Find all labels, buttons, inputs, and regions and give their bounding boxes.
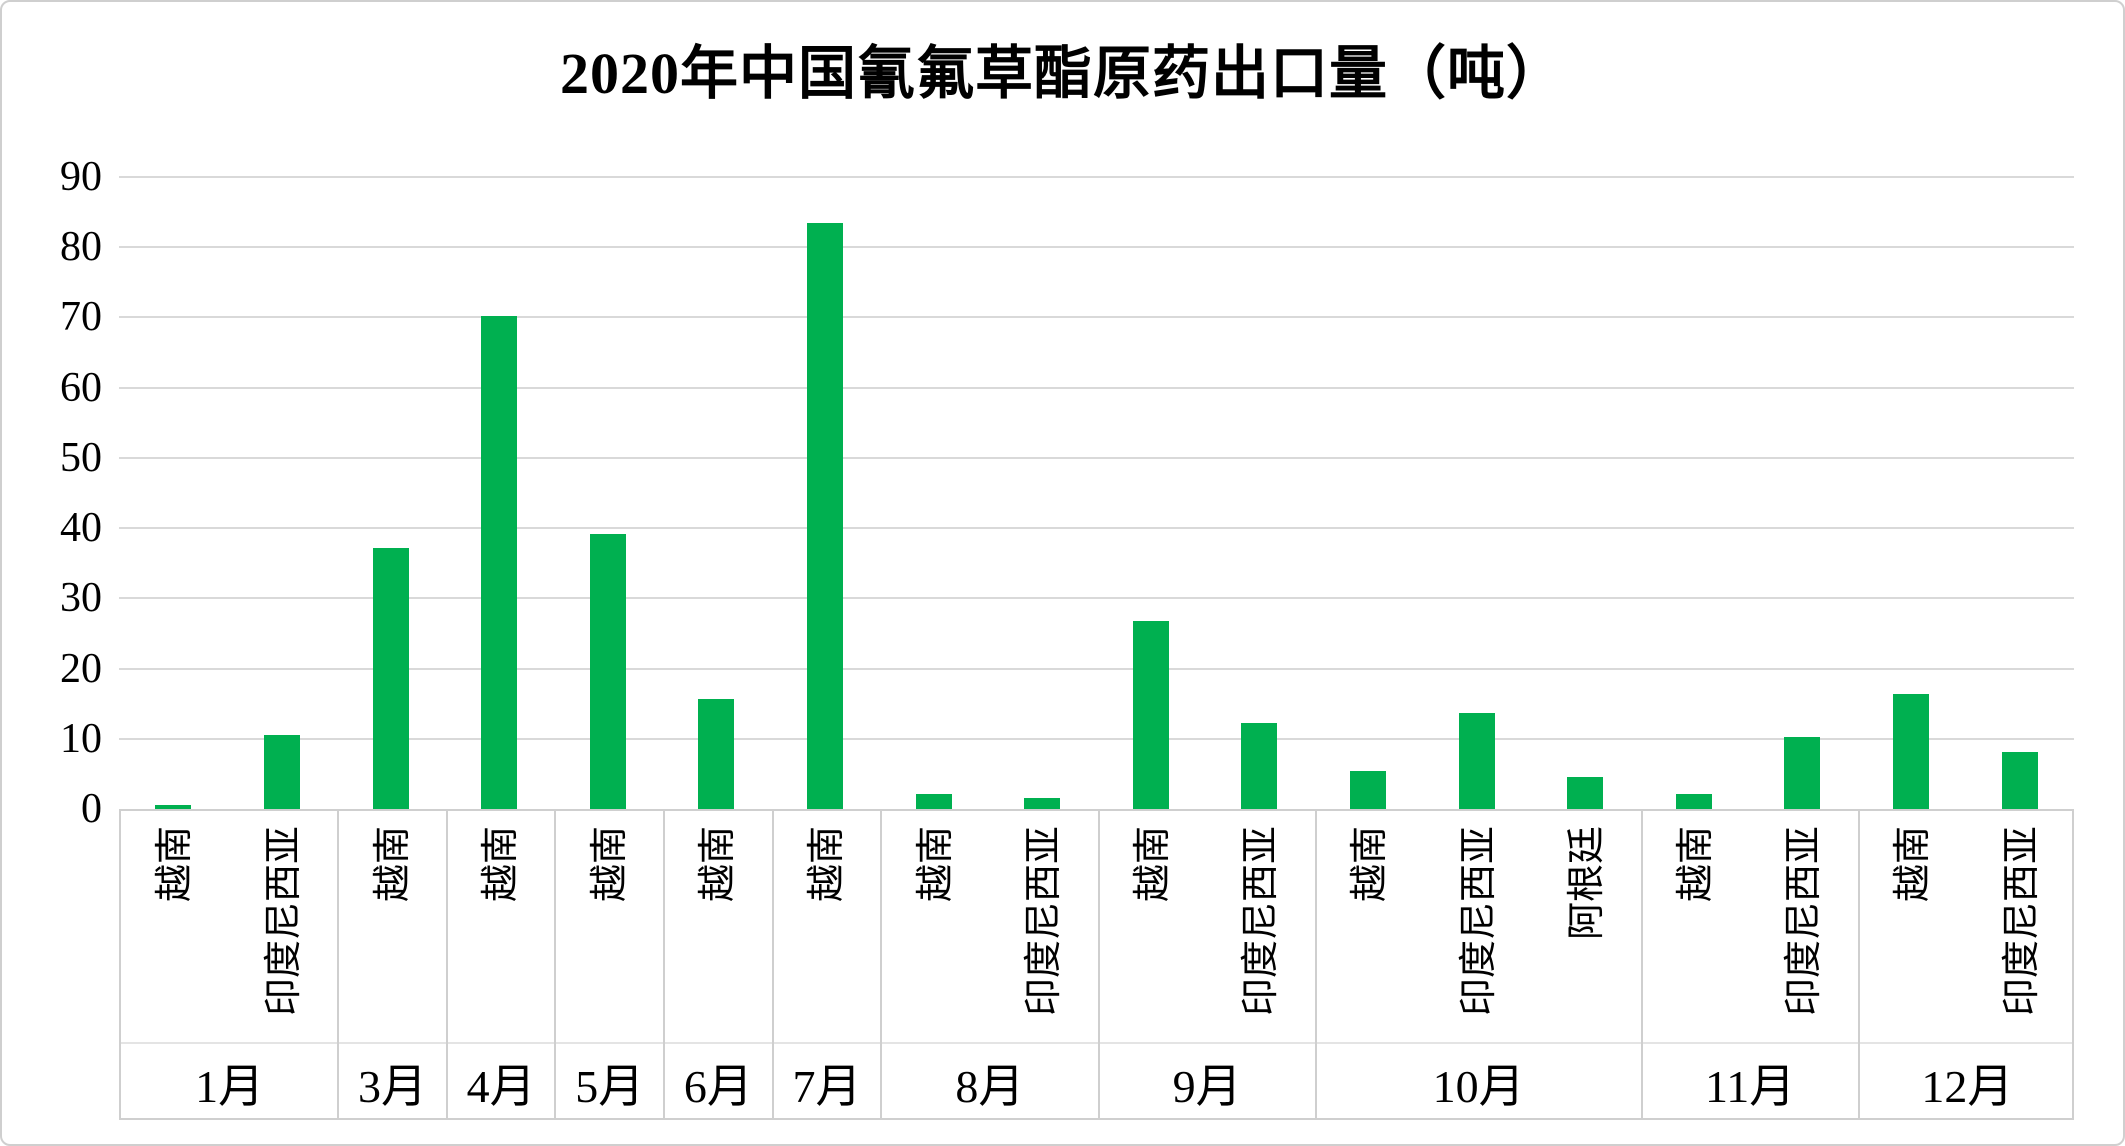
group-separator-11月	[1857, 811, 1860, 1118]
bar-12月-越南	[1893, 693, 1930, 809]
group-separator-6月	[771, 811, 774, 1118]
gridline-10	[119, 737, 2074, 740]
bar-12月-印度尼西亚	[2001, 752, 2038, 809]
month-label-12月: 12月	[1921, 1061, 2014, 1112]
group-separator-10月	[1640, 811, 1643, 1118]
country-label-1月-印度尼西亚: 印度尼西亚	[262, 826, 305, 1017]
bar-1月-印度尼西亚	[263, 735, 300, 809]
country-label-10月-阿根廷: 阿根廷	[1566, 826, 1609, 941]
month-label-9月: 9月	[1172, 1061, 1242, 1112]
gridline-40	[119, 527, 2074, 530]
country-label-9月-印度尼西亚: 印度尼西亚	[1240, 826, 1283, 1017]
bar-10月-越南	[1350, 771, 1387, 809]
y-tick-label-50: 50	[60, 434, 102, 481]
month-label-1月: 1月	[195, 1061, 265, 1112]
y-tick-label-0: 0	[81, 786, 102, 832]
country-label-11月-印度尼西亚: 印度尼西亚	[1783, 826, 1826, 1017]
country-label-1月-越南: 越南	[154, 826, 197, 903]
y-tick-label-10: 10	[60, 715, 102, 762]
bar-7月-越南	[806, 223, 843, 809]
gridline-60	[119, 386, 2074, 389]
gridline-20	[119, 667, 2074, 670]
group-separator-3月	[445, 811, 448, 1118]
chart-title: 2020年中国氰氟草酯原药出口量（吨）	[559, 41, 1565, 106]
month-label-7月: 7月	[792, 1061, 862, 1112]
group-separator-9月	[1314, 811, 1317, 1118]
country-label-6月-越南: 越南	[697, 826, 740, 903]
bar-11月-越南	[1675, 794, 1712, 809]
bar-11月-印度尼西亚	[1784, 737, 1821, 809]
month-label-6月: 6月	[683, 1061, 753, 1112]
y-tick-label-30: 30	[60, 575, 102, 622]
bar-9月-印度尼西亚	[1241, 722, 1278, 809]
y-tick-label-20: 20	[60, 645, 102, 692]
bar-6月-越南	[698, 699, 735, 809]
bar-9月-越南	[1132, 620, 1169, 809]
month-label-5月: 5月	[575, 1061, 645, 1112]
y-tick-label-40: 40	[60, 505, 102, 552]
gridline-80	[119, 246, 2074, 249]
country-label-7月-越南: 越南	[805, 826, 848, 903]
y-tick-label-90: 90	[60, 154, 102, 200]
country-label-4月-越南: 越南	[480, 826, 523, 903]
group-separator-5月	[663, 811, 666, 1118]
month-label-10月: 10月	[1432, 1061, 1525, 1112]
bar-1月-越南	[155, 805, 192, 809]
group-separator-8月	[1097, 811, 1100, 1118]
bar-8月-印度尼西亚	[1024, 798, 1061, 809]
country-label-10月-越南: 越南	[1349, 826, 1392, 903]
month-label-3月: 3月	[358, 1061, 428, 1112]
month-label-4月: 4月	[466, 1061, 536, 1112]
month-label-8月: 8月	[955, 1061, 1025, 1112]
month-label-11月: 11月	[1705, 1061, 1796, 1112]
gridline-50	[119, 456, 2074, 459]
group-separator-7月	[880, 811, 883, 1118]
bar-4月-越南	[481, 316, 518, 809]
country-label-3月-越南: 越南	[371, 826, 414, 903]
gridline-30	[119, 597, 2074, 600]
country-label-5月-越南: 越南	[588, 826, 631, 903]
gridline-70	[119, 316, 2074, 319]
country-label-12月-越南: 越南	[1892, 826, 1935, 903]
bar-8月-越南	[915, 794, 952, 809]
bar-5月-越南	[589, 533, 626, 809]
y-tick-label-80: 80	[60, 224, 102, 271]
gridline-90	[119, 176, 2074, 178]
group-separator-1月	[337, 811, 340, 1118]
y-tick-label-70: 70	[60, 294, 102, 341]
plot-area	[119, 176, 2074, 809]
bar-3月-越南	[372, 548, 409, 809]
country-label-10月-印度尼西亚: 印度尼西亚	[1457, 826, 1500, 1017]
axis-tier-divider	[121, 1042, 2072, 1044]
bar-10月-印度尼西亚	[1458, 712, 1495, 809]
country-label-11月-越南: 越南	[1674, 826, 1717, 903]
x-axis-label-box: 越南 印度尼西亚 1月 越南 3月 越南 4月 越南 5月 越南 6月 越南 7月 越南 印度尼西亚 8月 越南…	[119, 809, 2074, 1120]
y-tick-label-60: 60	[60, 364, 102, 411]
country-label-9月-越南: 越南	[1131, 826, 1174, 903]
country-label-8月-越南: 越南	[914, 826, 957, 903]
bar-10月-阿根廷	[1567, 776, 1604, 809]
group-separator-4月	[554, 811, 557, 1118]
country-label-8月-印度尼西亚: 印度尼西亚	[1023, 826, 1066, 1017]
country-label-12月-印度尼西亚: 印度尼西亚	[2000, 826, 2043, 1017]
